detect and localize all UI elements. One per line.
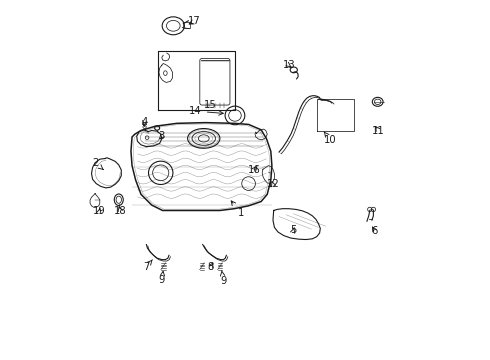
Text: 12: 12 xyxy=(267,179,279,189)
Text: 9: 9 xyxy=(220,271,227,286)
Text: 3: 3 xyxy=(159,131,165,141)
Text: 17: 17 xyxy=(188,17,200,27)
Text: 2: 2 xyxy=(92,158,103,170)
Text: 15: 15 xyxy=(203,100,216,111)
Text: 11: 11 xyxy=(372,126,385,135)
Text: 13: 13 xyxy=(282,60,295,70)
Text: 16: 16 xyxy=(247,165,260,175)
Text: 8: 8 xyxy=(208,262,214,272)
Text: 18: 18 xyxy=(114,206,126,216)
Text: 6: 6 xyxy=(371,226,378,236)
Text: 14: 14 xyxy=(189,106,223,116)
Text: 4: 4 xyxy=(142,117,147,127)
Text: 7: 7 xyxy=(143,260,152,272)
Text: 9: 9 xyxy=(159,271,165,285)
Text: 1: 1 xyxy=(231,201,244,218)
Text: 5: 5 xyxy=(290,225,296,235)
Text: 10: 10 xyxy=(324,132,337,145)
Text: 19: 19 xyxy=(93,206,106,216)
